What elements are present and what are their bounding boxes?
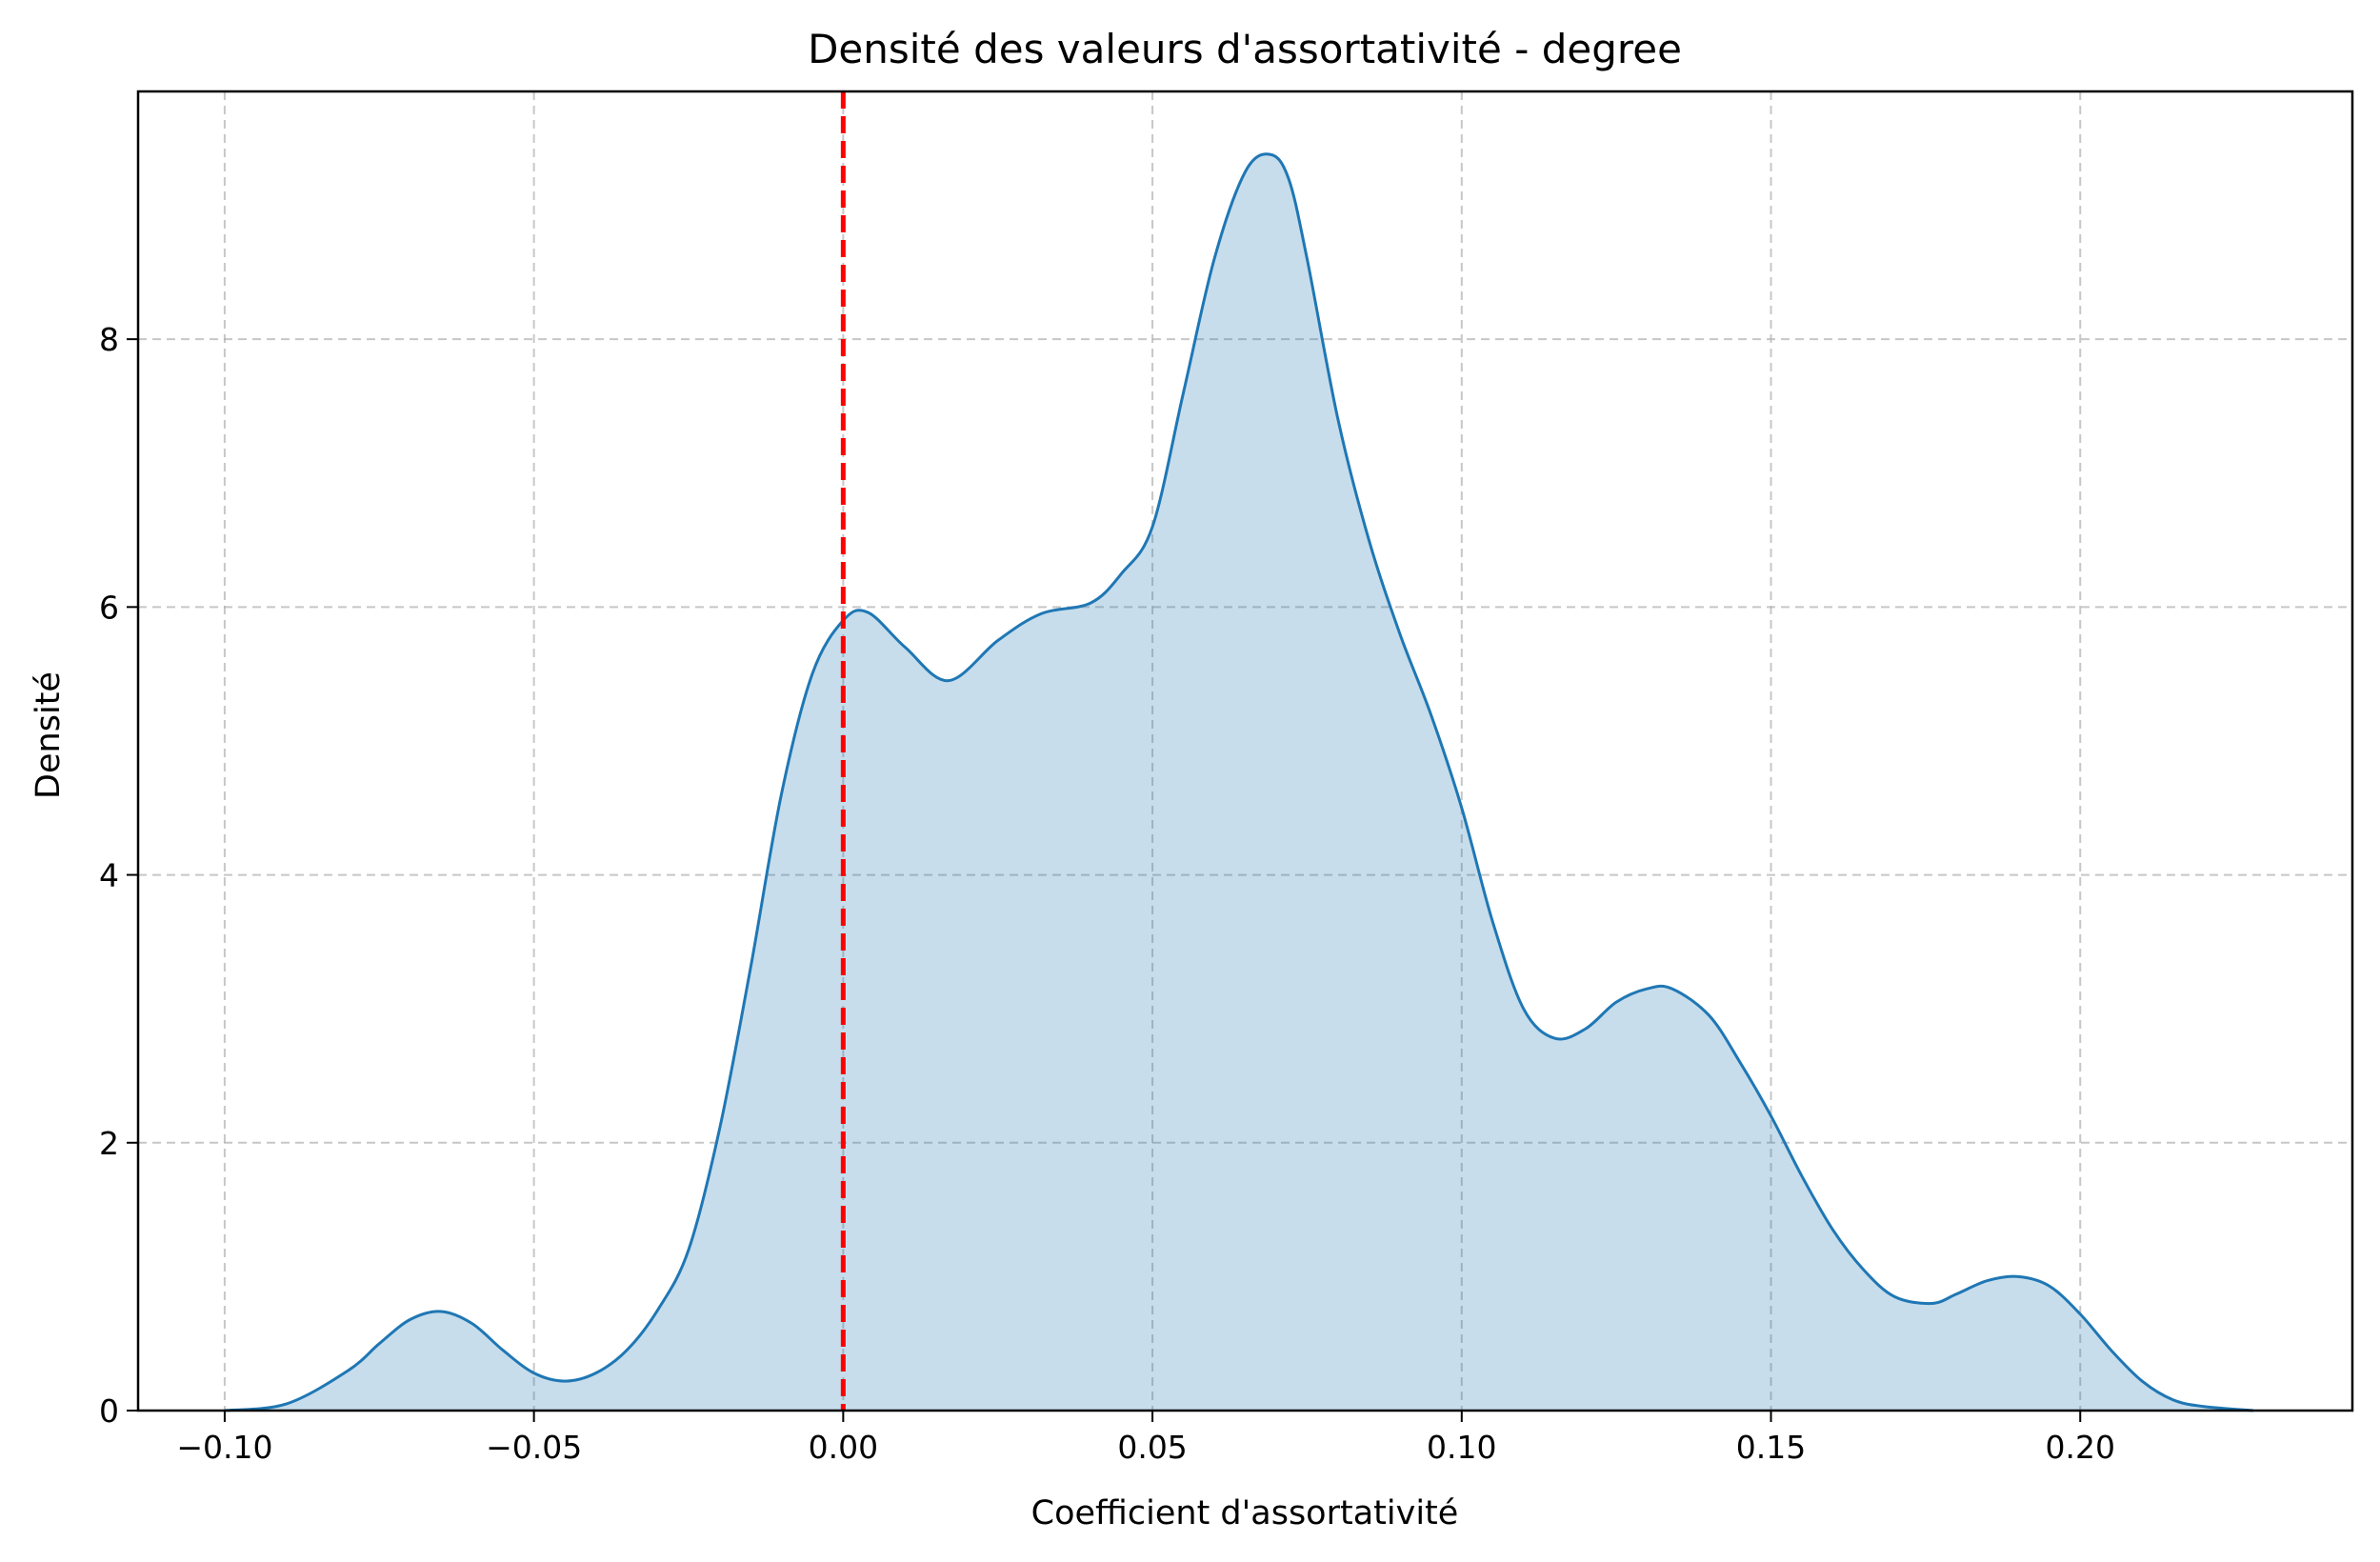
- y-tick-label: 8: [99, 321, 119, 358]
- x-tick-label: 0.10: [1427, 1429, 1496, 1466]
- x-tick-label: −0.05: [486, 1429, 582, 1466]
- density-fill-group: [224, 153, 2254, 1411]
- plot-frame: [136, 90, 2354, 1412]
- y-tick-label: 0: [99, 1392, 119, 1430]
- density-curve: [224, 152, 2254, 1412]
- x-tick-label: 0.15: [1736, 1429, 1806, 1466]
- grid: [138, 91, 2352, 1412]
- x-tick-label: 0.00: [809, 1429, 878, 1466]
- x-axis-label: Coefficient d'assortativité: [1031, 1494, 1459, 1532]
- y-axis-ticks: 0 2 4 6 8: [99, 321, 138, 1430]
- y-tick-label: 4: [99, 857, 119, 894]
- density-area-fill: [224, 153, 2254, 1411]
- x-tick-label: 0.05: [1117, 1429, 1187, 1466]
- x-tick-label: 0.20: [2046, 1429, 2115, 1466]
- chart-title: Densité des valeurs d'assortativité - de…: [808, 26, 1682, 72]
- x-tick-label: −0.10: [176, 1429, 272, 1466]
- y-tick-label: 6: [99, 589, 119, 626]
- density-line-group: [224, 152, 2254, 1412]
- y-axis-label: Densité: [30, 671, 68, 799]
- x-axis-ticks: −0.10 −0.05 0.00 0.05 0.10 0.15 0.20: [176, 1411, 2115, 1466]
- y-tick-label: 2: [99, 1125, 119, 1162]
